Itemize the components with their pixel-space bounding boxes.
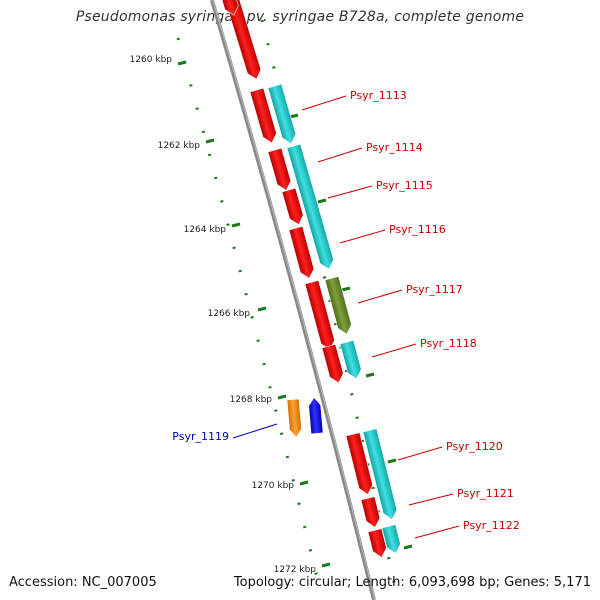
- gene-arrow: [281, 187, 304, 226]
- gene-leader-line: [339, 229, 386, 244]
- gene-label[interactable]: Psyr_1119: [172, 430, 229, 443]
- accession-label: Accession: NC_007005: [9, 575, 157, 590]
- gene-leader-line: [232, 423, 278, 439]
- gene-arrow: [286, 398, 302, 438]
- ruler-major-tick: [365, 372, 375, 378]
- kbp-tick: [177, 60, 187, 66]
- kbp-tick: [277, 394, 287, 400]
- gene-leader-line: [408, 493, 454, 506]
- genome-title: Pseudomonas syringae pv. syringae B728a,…: [75, 9, 525, 25]
- gene-label[interactable]: Psyr_1114: [366, 141, 423, 154]
- ruler-major-tick: [317, 198, 327, 204]
- gene-leader-line: [414, 525, 460, 539]
- kbp-tick: [231, 222, 241, 228]
- kbp-tick-label: 1264 kbp: [184, 225, 227, 235]
- gene-arrow: [286, 143, 334, 270]
- gene-arrow: [360, 496, 381, 528]
- gene-arrow: [221, 0, 239, 16]
- ruler-major-tick: [387, 458, 397, 464]
- gene-label[interactable]: Psyr_1115: [376, 179, 433, 192]
- gene-label[interactable]: Psyr_1113: [350, 89, 407, 102]
- gene-arrow: [249, 87, 277, 144]
- gene-arrow: [345, 432, 373, 495]
- gene-arrow: [288, 226, 315, 279]
- ruler-major-tick: [403, 544, 413, 550]
- kbp-tick-label: 1270 kbp: [252, 481, 295, 491]
- gene-label[interactable]: Psyr_1120: [446, 440, 503, 453]
- kbp-tick-label: 1260 kbp: [130, 55, 173, 65]
- kbp-tick: [257, 306, 267, 312]
- gene-arrow: [381, 524, 401, 554]
- kbp-tick-label: 1262 kbp: [158, 141, 201, 151]
- gene-leader-line: [327, 185, 373, 199]
- gene-label[interactable]: Psyr_1117: [406, 283, 463, 296]
- gene-arrow: [224, 0, 262, 80]
- gene-label[interactable]: Psyr_1122: [463, 519, 520, 532]
- gene-label[interactable]: Psyr_1118: [420, 337, 477, 350]
- ruler-inner: [176, 37, 322, 591]
- kbp-tick: [205, 138, 215, 144]
- kbp-tick: [299, 480, 309, 486]
- kbp-tick: [321, 562, 331, 568]
- topology-label: Topology: circular; Length: 6,093,698 bp…: [233, 575, 591, 590]
- kbp-tick-label: 1268 kbp: [230, 395, 273, 405]
- gene-label[interactable]: Psyr_1121: [457, 487, 514, 500]
- genome-backbone: [210, 0, 376, 600]
- gene-group: [221, 0, 401, 558]
- gene-leader-line: [301, 95, 347, 111]
- kbp-tick-label: 1272 kbp: [274, 565, 317, 575]
- gene-leader-line: [317, 147, 363, 163]
- gene-arrow: [339, 340, 362, 380]
- kbp-tick-label: 1266 kbp: [208, 309, 251, 319]
- gene-leader-line: [397, 446, 443, 461]
- gene-arrow: [308, 396, 324, 435]
- gene-leader-line: [357, 289, 403, 304]
- kbp-tick-group: 1260 kbp 1262 kbp 1264 kbp 1266 kbp 1268 kbp…: [130, 55, 413, 575]
- gene-arrow: [367, 528, 387, 558]
- ruler-major-tick: [341, 286, 351, 292]
- gene-leader-line: [371, 343, 417, 358]
- genome-backbone-highlight: [212, 0, 376, 600]
- gene-arrow: [267, 83, 297, 145]
- gene-arrow: [321, 344, 344, 384]
- gene-arrow: [324, 276, 352, 335]
- gene-label-group: Psyr_1113 Psyr_1114 Psyr_1115 Psyr_1116 Psyr…: [172, 89, 520, 539]
- ruler-major-tick: [289, 113, 299, 119]
- gene-arrow: [267, 147, 292, 191]
- gene-label[interactable]: Psyr_1116: [389, 223, 446, 236]
- gene-arrow: [362, 428, 398, 521]
